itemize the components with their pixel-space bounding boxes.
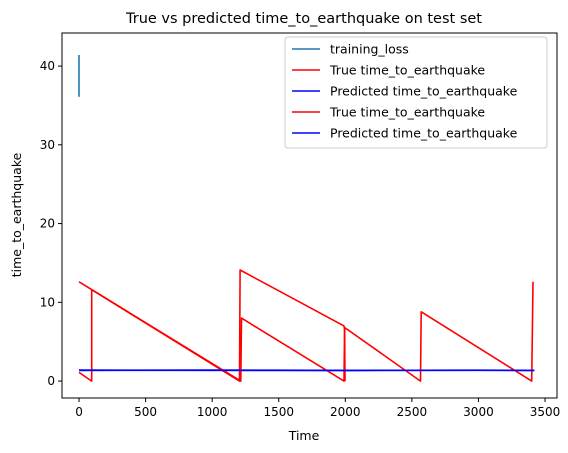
legend-entry-label: True time_to_earthquake bbox=[329, 105, 485, 120]
x-axis-label: Time bbox=[288, 428, 320, 443]
legend: training_loss True time_to_earthquake Pred… bbox=[284, 36, 548, 149]
series-line-4 bbox=[78, 281, 534, 382]
x-tick-label: 1000 bbox=[197, 405, 228, 419]
legend-box bbox=[284, 36, 548, 149]
legend-entry-label: Predicted time_to_earthquake bbox=[330, 126, 518, 141]
series-line-2 bbox=[78, 269, 346, 382]
y-tick-label: 40 bbox=[40, 59, 55, 73]
axes-frame bbox=[61, 32, 558, 399]
x-axis-ticks: 0 500 1000 1500 2000 2500 3000 3500 bbox=[75, 398, 560, 419]
plot-lines bbox=[78, 55, 535, 382]
x-tick-label: 2500 bbox=[397, 405, 428, 419]
legend-entry-label: training_loss bbox=[330, 42, 409, 57]
x-tick-label: 1500 bbox=[263, 405, 294, 419]
y-tick-label: 0 bbox=[47, 374, 55, 388]
y-tick-label: 30 bbox=[40, 138, 55, 152]
x-tick-label: 2000 bbox=[330, 405, 361, 419]
chart-title: True vs predicted time_to_earthquake on … bbox=[125, 11, 482, 27]
legend-entry-label: Predicted time_to_earthquake bbox=[330, 84, 518, 99]
legend-entry-label: True time_to_earthquake bbox=[329, 63, 485, 78]
x-tick-label: 3000 bbox=[463, 405, 494, 419]
y-axis-label: time_to_earthquake bbox=[9, 152, 24, 277]
y-tick-label: 10 bbox=[40, 295, 55, 309]
x-tick-label: 0 bbox=[75, 405, 83, 419]
y-tick-label: 20 bbox=[40, 217, 55, 231]
x-tick-label: 3500 bbox=[530, 405, 561, 419]
x-tick-label: 500 bbox=[134, 405, 157, 419]
y-axis-ticks: 0 10 20 30 40 bbox=[40, 59, 62, 388]
